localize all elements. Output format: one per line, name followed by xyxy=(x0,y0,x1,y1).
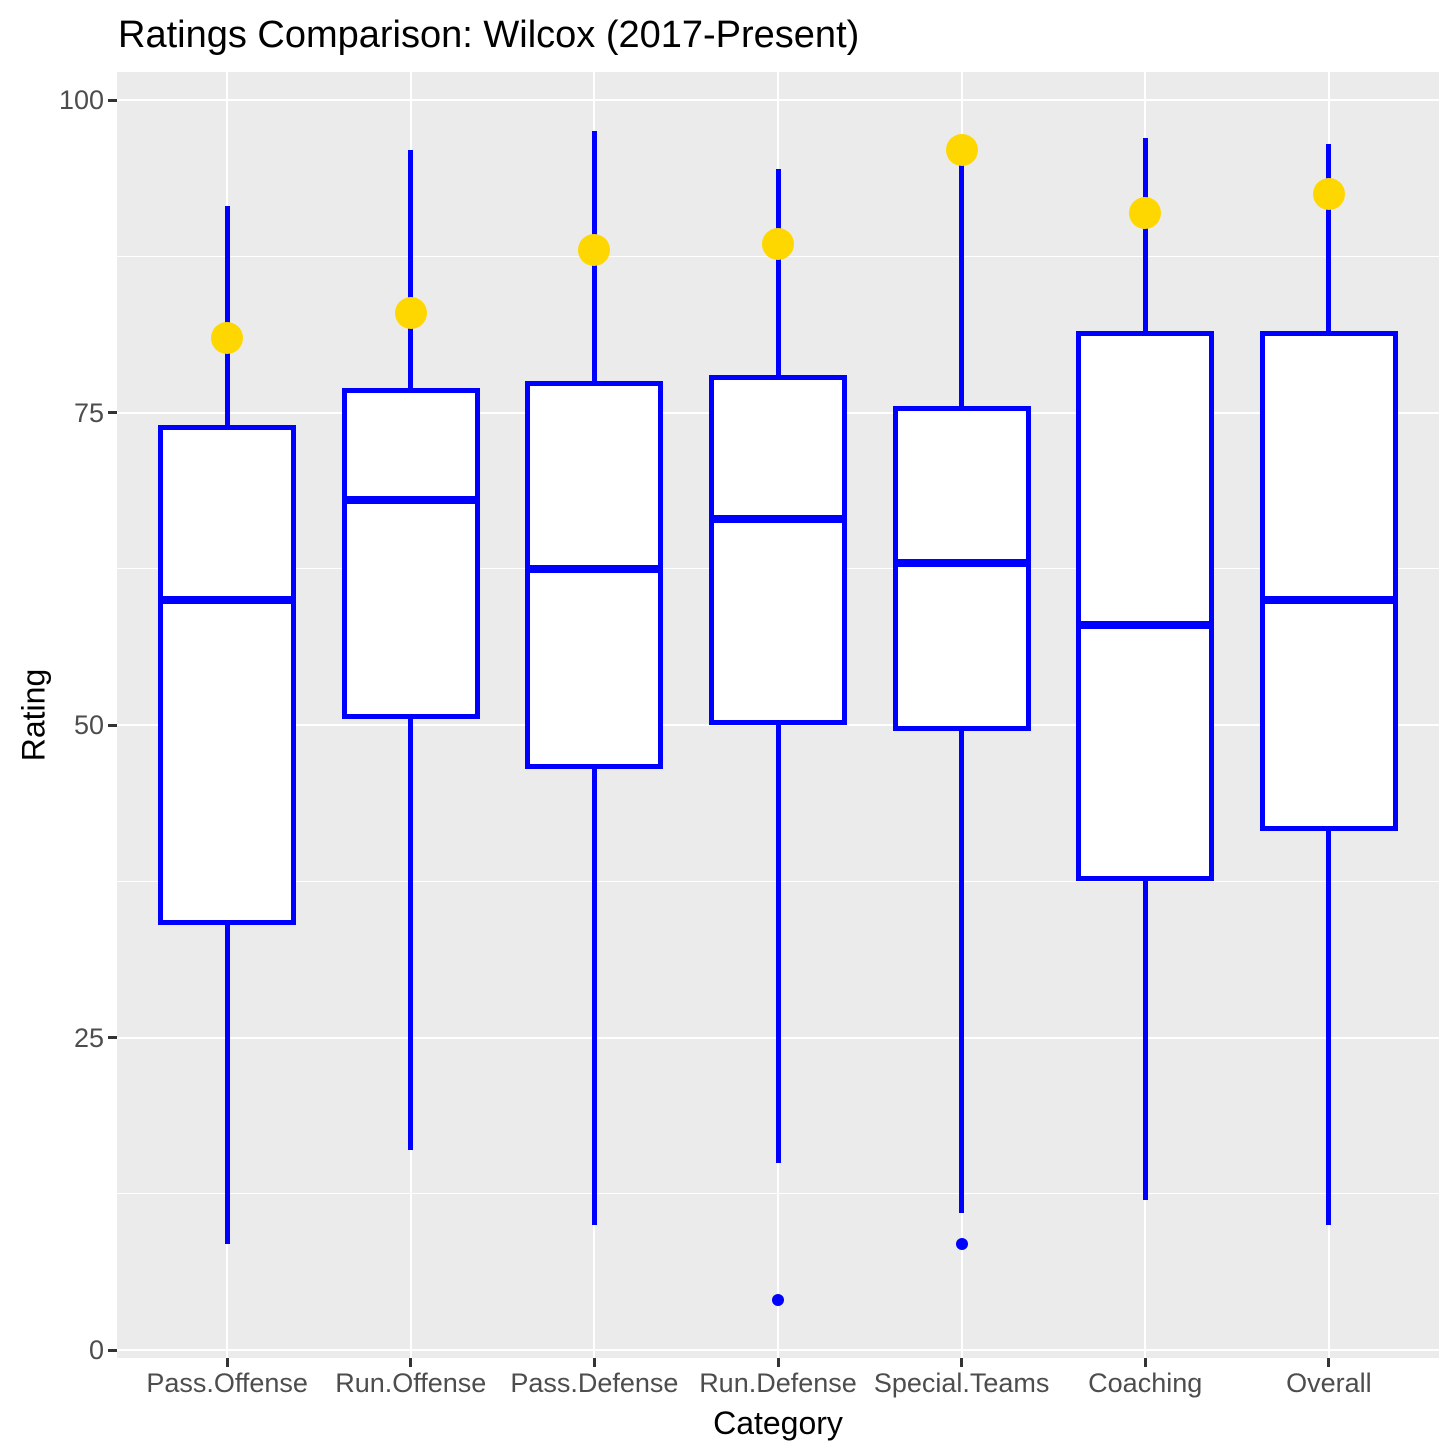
y-tick-label: 50 xyxy=(73,710,104,740)
iqr-box xyxy=(1076,331,1215,882)
x-tick-label: Run.Offense xyxy=(335,1368,487,1398)
lower-whisker xyxy=(775,725,781,1163)
lower-whisker xyxy=(1142,881,1148,1200)
iqr-box xyxy=(341,387,480,719)
iqr-box xyxy=(158,425,297,925)
x-tick-mark xyxy=(960,1358,964,1367)
highlight-point xyxy=(394,296,427,329)
iqr-box xyxy=(1259,331,1398,832)
plot-panel xyxy=(117,72,1439,1358)
y-tick-label: 0 xyxy=(88,1335,104,1365)
y-tick-mark xyxy=(108,1348,117,1352)
lower-whisker xyxy=(408,718,414,1150)
x-tick-mark xyxy=(1143,1358,1147,1367)
lower-whisker xyxy=(959,731,965,1213)
y-tick-label: 100 xyxy=(58,85,104,115)
x-tick-mark xyxy=(409,1358,413,1367)
x-tick-mark xyxy=(1327,1358,1331,1367)
upper-whisker xyxy=(1326,143,1332,332)
lower-whisker xyxy=(224,925,230,1244)
median-line xyxy=(525,564,664,573)
highlight-point xyxy=(1129,196,1162,229)
median-line xyxy=(1076,621,1215,629)
upper-whisker xyxy=(1142,137,1148,332)
iqr-box xyxy=(892,406,1031,732)
upper-whisker xyxy=(959,162,965,407)
highlight-point xyxy=(762,227,794,260)
y-tick-mark xyxy=(108,98,117,102)
x-tick-mark xyxy=(776,1358,780,1367)
upper-whisker xyxy=(224,206,230,425)
x-tick-label: Pass.Defense xyxy=(510,1368,679,1398)
x-tick-label: Run.Defense xyxy=(699,1368,857,1398)
highlight-point xyxy=(1312,177,1345,210)
upper-whisker xyxy=(408,150,414,388)
iqr-box xyxy=(525,381,664,769)
y-tick-label: 75 xyxy=(73,397,104,428)
x-axis-title: Category xyxy=(713,1405,843,1441)
lower-whisker xyxy=(591,768,597,1225)
iqr-box xyxy=(709,375,847,725)
x-tick-label: Coaching xyxy=(1088,1368,1203,1398)
x-tick-mark xyxy=(592,1358,596,1367)
highlight-point xyxy=(578,234,611,266)
median-line xyxy=(158,596,297,604)
upper-whisker xyxy=(775,168,781,375)
median-line xyxy=(709,514,847,523)
x-tick-label: Pass.Offense xyxy=(146,1368,308,1398)
median-line xyxy=(1259,596,1398,604)
median-line xyxy=(341,496,480,504)
outlier-point xyxy=(955,1237,968,1250)
median-line xyxy=(892,558,1031,567)
x-tick-label: Special.Teams xyxy=(873,1368,1050,1398)
highlight-point xyxy=(211,321,244,354)
y-tick-mark xyxy=(108,723,117,727)
y-tick-mark xyxy=(108,411,117,414)
y-tick-mark xyxy=(108,1036,117,1039)
outlier-point xyxy=(772,1294,784,1306)
y-tick-label: 25 xyxy=(73,1022,104,1053)
highlight-point xyxy=(945,134,978,166)
x-tick-mark xyxy=(225,1358,229,1367)
chart-title: Ratings Comparison: Wilcox (2017-Present… xyxy=(118,14,860,56)
lower-whisker xyxy=(1326,831,1332,1225)
x-tick-label: Overall xyxy=(1286,1368,1372,1398)
